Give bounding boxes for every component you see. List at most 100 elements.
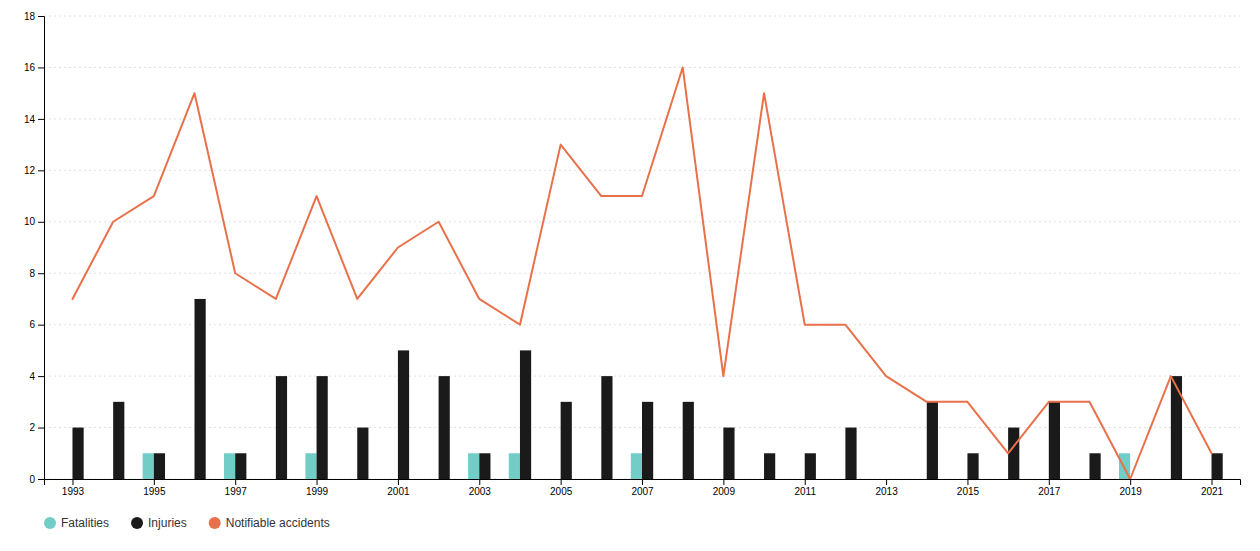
x-tick-mark bbox=[886, 479, 887, 485]
bar bbox=[479, 453, 490, 479]
bar bbox=[102, 479, 113, 480]
x-tick: 1993 bbox=[62, 479, 85, 497]
x-tick: 2003 bbox=[469, 479, 492, 497]
bar bbox=[183, 479, 194, 480]
bar bbox=[927, 402, 938, 479]
x-tick-label: 2017 bbox=[1038, 486, 1061, 497]
y-tick: 16 bbox=[24, 62, 44, 73]
bar bbox=[224, 453, 235, 479]
legend-swatch bbox=[44, 517, 56, 529]
bar bbox=[1089, 453, 1100, 479]
legend-label: Injuries bbox=[148, 516, 187, 530]
y-tick-label: 4 bbox=[29, 371, 35, 382]
y-tick: 12 bbox=[24, 165, 44, 176]
bar bbox=[143, 453, 154, 479]
y-tick-mark bbox=[38, 325, 44, 326]
x-tick-label: 2001 bbox=[387, 486, 410, 497]
x-tick: 2005 bbox=[550, 479, 573, 497]
x-tick-label: 2005 bbox=[550, 486, 573, 497]
x-tick-label: 2009 bbox=[713, 486, 736, 497]
grid-line bbox=[44, 273, 1240, 274]
bar bbox=[753, 479, 764, 480]
x-tick-label: 1993 bbox=[62, 486, 85, 497]
bar bbox=[276, 376, 287, 479]
bar bbox=[1008, 428, 1019, 479]
y-tick-label: 14 bbox=[24, 114, 36, 125]
grid-line bbox=[44, 170, 1240, 171]
x-tick-mark bbox=[154, 479, 155, 485]
bar bbox=[72, 428, 83, 479]
y-tick-mark bbox=[38, 222, 44, 223]
bar bbox=[997, 479, 1008, 480]
y-tick-label: 6 bbox=[29, 319, 35, 330]
bar bbox=[834, 479, 845, 480]
bar bbox=[1171, 376, 1182, 479]
bar bbox=[1038, 479, 1049, 480]
bar bbox=[845, 428, 856, 479]
chart: 1993199519971999200120032005200720092011… bbox=[0, 0, 1260, 551]
bar bbox=[439, 376, 450, 479]
x-tick: 1997 bbox=[225, 479, 248, 497]
bar bbox=[631, 453, 642, 479]
bar bbox=[317, 376, 328, 479]
x-tick-mark bbox=[398, 479, 399, 485]
x-tick-label: 1995 bbox=[143, 486, 166, 497]
bar bbox=[916, 479, 927, 480]
x-tick-mark bbox=[967, 479, 968, 485]
legend: Fatalities Injuries Notifiable accidents bbox=[44, 516, 330, 530]
x-tick: 2009 bbox=[713, 479, 736, 497]
y-tick-label: 12 bbox=[24, 165, 36, 176]
x-tick-label: 2019 bbox=[1120, 486, 1143, 497]
bar bbox=[561, 402, 572, 479]
x-tick: 1995 bbox=[143, 479, 166, 497]
bar bbox=[235, 453, 246, 479]
grid-line bbox=[44, 118, 1240, 119]
x-axis: 1993199519971999200120032005200720092011… bbox=[45, 479, 1241, 497]
bar bbox=[671, 479, 682, 480]
y-tick-mark bbox=[38, 428, 44, 429]
x-tick-label: 2013 bbox=[875, 486, 898, 497]
x-tick-mark bbox=[317, 479, 318, 485]
bar bbox=[113, 402, 124, 479]
legend-item: Notifiable accidents bbox=[209, 516, 330, 530]
x-tick-label: 1999 bbox=[306, 486, 329, 497]
y-tick-label: 8 bbox=[29, 268, 35, 279]
x-tick-label: 1997 bbox=[225, 486, 248, 497]
x-tick: 2013 bbox=[875, 479, 898, 497]
y-tick: 18 bbox=[24, 11, 44, 22]
bar bbox=[398, 350, 409, 479]
plot: 1993199519971999200120032005200720092011… bbox=[24, 11, 1241, 531]
legend-item: Fatalities bbox=[44, 516, 109, 530]
bar bbox=[61, 479, 72, 480]
y-tick-mark bbox=[38, 67, 44, 68]
bar bbox=[427, 479, 438, 480]
bar bbox=[509, 453, 520, 479]
y-tick-mark bbox=[38, 376, 44, 377]
bar bbox=[1200, 479, 1211, 480]
y-tick-label: 2 bbox=[29, 422, 35, 433]
bar bbox=[1078, 479, 1089, 480]
y-tick-mark bbox=[38, 119, 44, 120]
y-tick-label: 18 bbox=[24, 11, 36, 22]
y-tick-mark bbox=[38, 273, 44, 274]
y-tick-mark bbox=[38, 170, 44, 171]
x-tick: 2011 bbox=[794, 479, 816, 497]
y-tick-label: 0 bbox=[29, 474, 35, 485]
x-tick-mark bbox=[723, 479, 724, 485]
bar bbox=[1049, 402, 1060, 479]
y-tick-label: 16 bbox=[24, 62, 36, 73]
y-tick: 10 bbox=[24, 216, 44, 227]
bar bbox=[468, 453, 479, 479]
bar bbox=[520, 350, 531, 479]
bar bbox=[886, 479, 897, 480]
bar bbox=[590, 479, 601, 480]
bar bbox=[875, 479, 886, 480]
bar bbox=[683, 402, 694, 479]
legend-swatch bbox=[131, 517, 143, 529]
bar bbox=[265, 479, 276, 480]
bar bbox=[154, 453, 165, 479]
grid bbox=[44, 16, 1240, 479]
x-tick-mark bbox=[1130, 479, 1131, 485]
y-tick: 6 bbox=[29, 319, 44, 330]
bar bbox=[1130, 479, 1141, 480]
